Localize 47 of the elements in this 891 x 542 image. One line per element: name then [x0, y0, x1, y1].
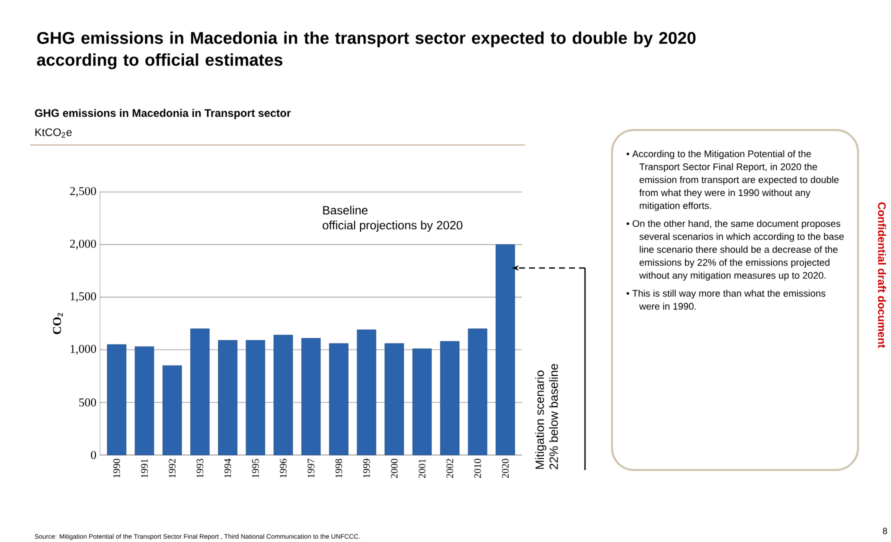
- bar: [301, 338, 321, 456]
- x-tick-label: 2001: [418, 459, 426, 478]
- y-tick-label: 1,500: [70, 292, 96, 302]
- bar: [356, 330, 376, 456]
- bar: [468, 328, 488, 456]
- x-tick-label: 1994: [224, 458, 232, 478]
- text: • On the other hand, the same document proposes several scenarios in which according to the base line scenario there should be a decrease of the emissions by 22% of the emissions projected without any mitigation measures up to 2020.: [626, 220, 844, 281]
- y-tick-label: 0: [90, 450, 96, 460]
- text: • This is still way more than what the emissions were in 1990.: [626, 290, 826, 310]
- x-tick-label: 1996: [280, 458, 287, 478]
- x-tick-label: 1990: [113, 458, 120, 478]
- x-tick-label: 1993: [196, 458, 204, 478]
- x-tick-label: 1999: [363, 458, 370, 478]
- bar: [190, 328, 210, 456]
- bar: [440, 341, 460, 456]
- bar: [107, 344, 126, 456]
- text: KtCO$_{2}$e: [35, 128, 72, 138]
- bar: [496, 244, 515, 456]
- x-tick-label: 2010: [474, 458, 481, 478]
- x-tick-label: 1991: [141, 459, 148, 478]
- bar: [218, 340, 238, 456]
- text: Mitigation scenario 22% below baseline: [535, 364, 558, 470]
- x-tick-label: 2002: [446, 459, 454, 478]
- x-tick-label: 1992: [168, 459, 176, 478]
- x-tick-label: 1998: [335, 458, 342, 478]
- text: 8: [882, 528, 888, 534]
- bar: [162, 365, 182, 456]
- x-tick-label: 2000: [390, 458, 398, 478]
- y-tick-label: 1,000: [70, 344, 96, 355]
- bar: [384, 343, 404, 456]
- y-tick-label: 2,500: [70, 187, 96, 197]
- y-tick-label: 500: [79, 398, 96, 406]
- chart-title: GHG emissions in Macedonia in the transport sector expected to double by 2020 according to official estimates: [37, 32, 696, 70]
- bar: [412, 348, 432, 456]
- bar: [246, 340, 266, 456]
- text: • According to the Mitigation Potential of the Transport Sector Final Report, in 2020 the emission from transport are expected to double from what they were in 1990 without any mitigation efforts.: [626, 150, 839, 211]
- annotation: Baseline official projections by 2020: [322, 206, 462, 232]
- x-tick-label: 1997: [308, 458, 314, 478]
- chart-subtitle: GHG emissions in Macedonia in Transport sector: [34, 108, 291, 120]
- x-tick-label: 1995: [252, 458, 259, 478]
- bar: [329, 343, 348, 456]
- text: Confidential draft document: [878, 202, 886, 348]
- y-axis-title: CO$_{2}$: [53, 313, 63, 334]
- y-tick-label: 2,000: [70, 240, 96, 250]
- bar: [134, 346, 154, 456]
- x-tick-label: 2020: [502, 458, 509, 478]
- bar: [274, 334, 293, 456]
